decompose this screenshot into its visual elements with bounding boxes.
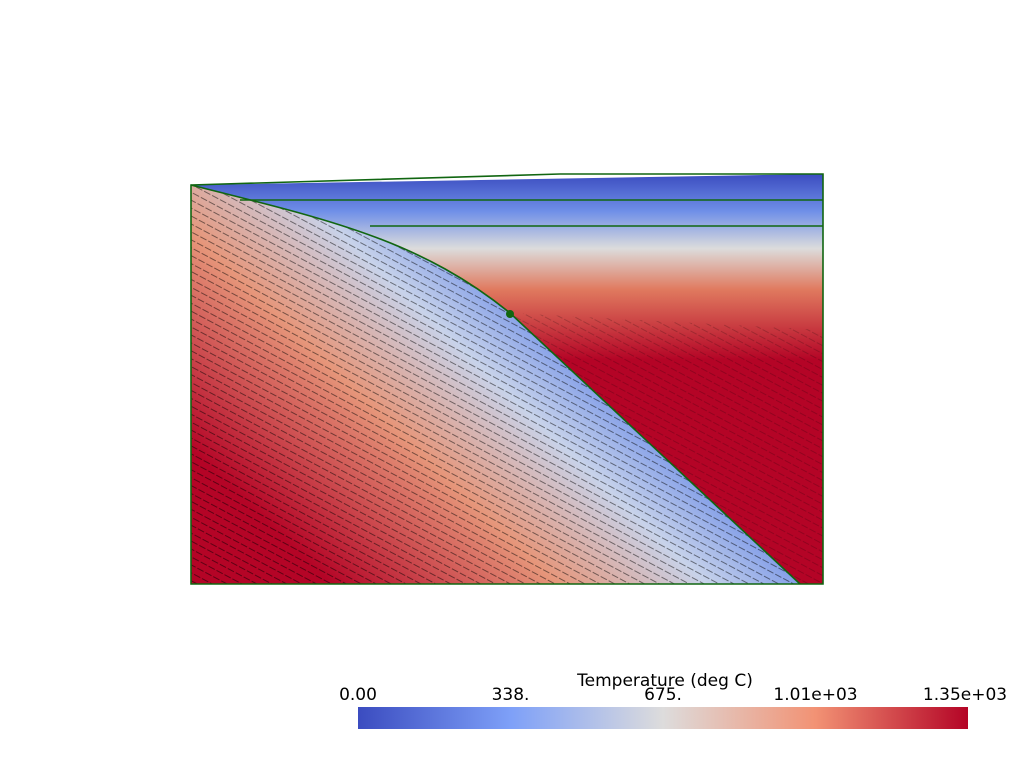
colorbar-gradient	[358, 707, 968, 729]
colorbar-title: Temperature (deg C)	[576, 671, 753, 691]
colorbar-tick-label: 1.01e+03	[773, 685, 857, 705]
colorbar: Temperature (deg C) 0.00 338. 675. 1.01e+03…	[339, 671, 1007, 729]
model-domain	[190, 173, 824, 585]
colorbar-tick-label: 1.35e+03	[923, 685, 1007, 705]
domain-outline	[190, 173, 824, 585]
wedge-glyphs	[510, 313, 823, 584]
colorbar-tick-label: 338.	[492, 685, 530, 705]
coupling-point	[506, 310, 514, 318]
colorbar-tick-label: 675.	[644, 685, 682, 705]
colorbar-tick-label: 0.00	[339, 685, 377, 705]
